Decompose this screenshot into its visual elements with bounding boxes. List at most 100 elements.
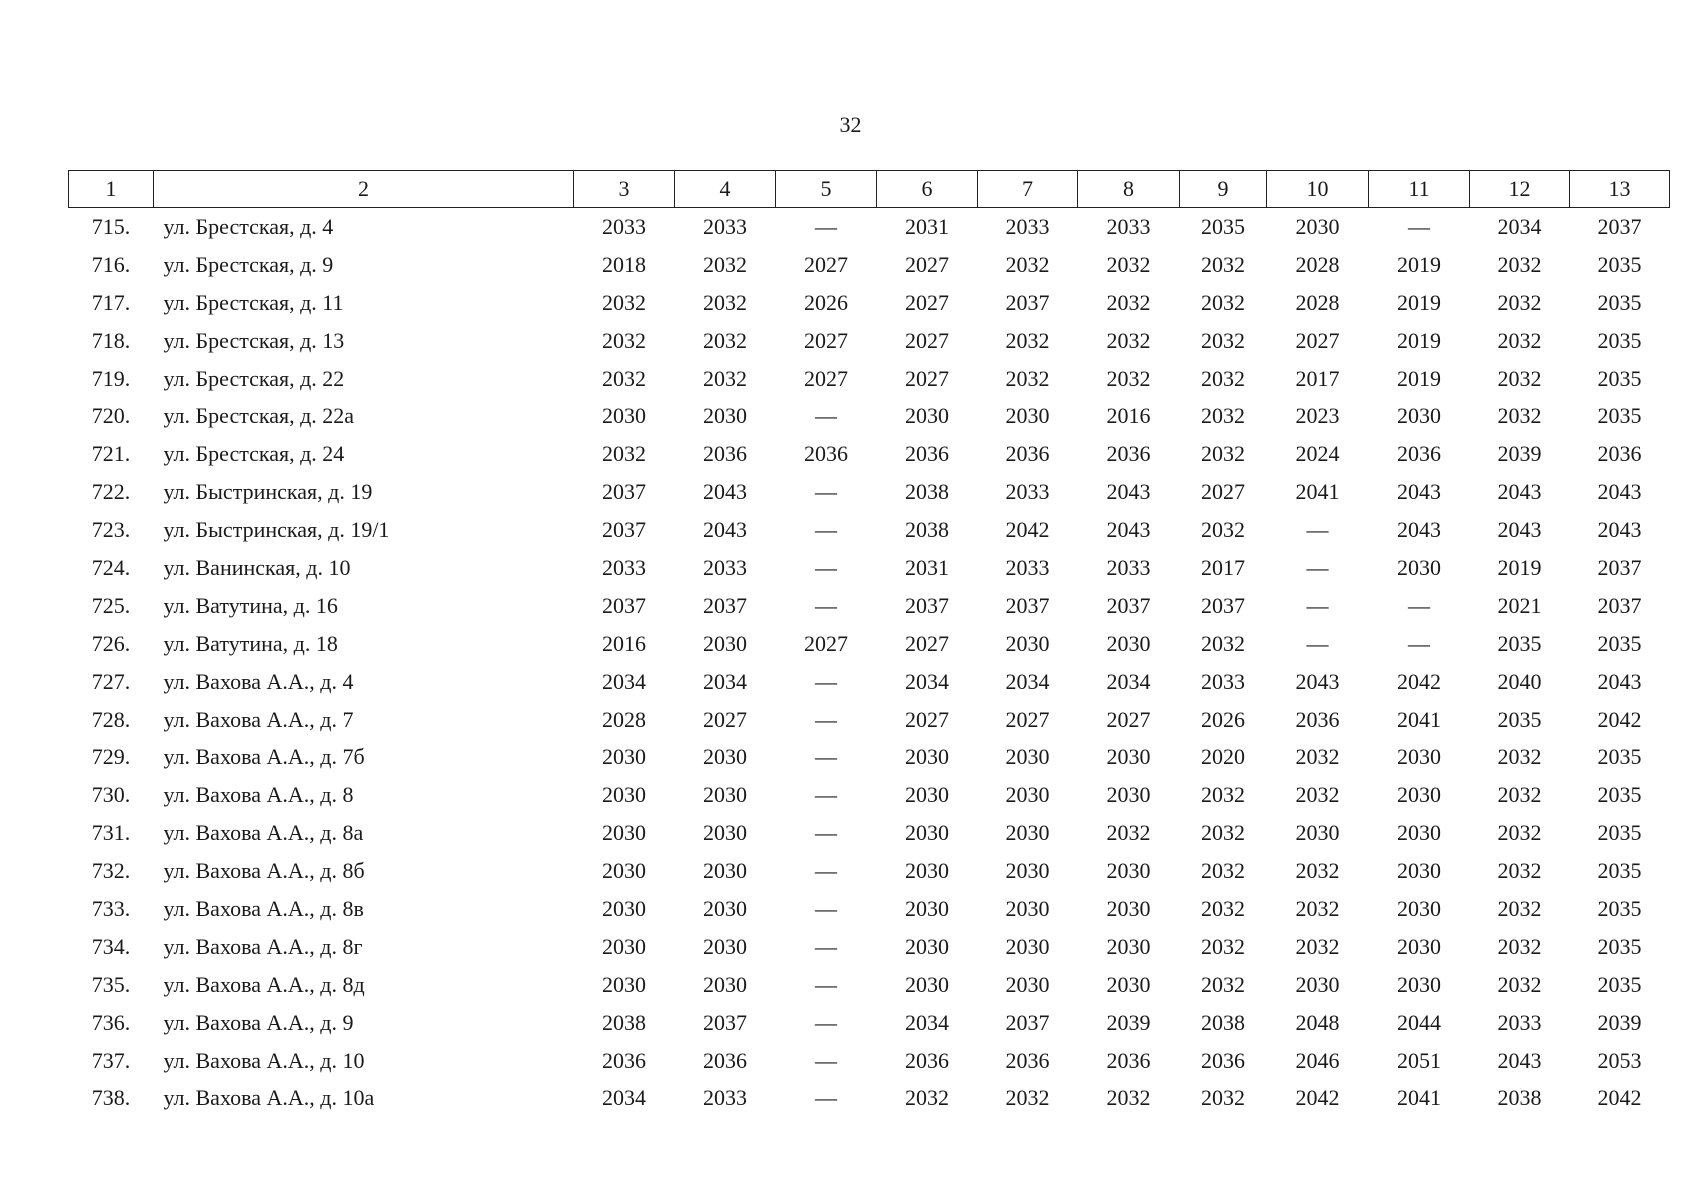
year-cell: 2030 [905, 933, 949, 959]
year-cell: 2035 [1597, 933, 1642, 959]
year-cell: 2035 [1597, 895, 1642, 921]
year-cell: 2037 [602, 479, 646, 505]
year-cell: 2032 [1201, 971, 1245, 997]
year-cell: 2032 [1005, 1085, 1050, 1111]
address-cell: ул. Быстринская, д. 19/1 [163, 517, 390, 543]
year-cell: 2037 [602, 517, 646, 543]
year-cell: 2034 [602, 668, 646, 694]
header-row: 1 2 3 4 5 6 7 8 9 10 11 12 13 [68, 170, 1670, 208]
table-row: 717. ул. Брестская, д. 11 2032 2032 2026 2027… [69, 284, 1670, 322]
year-cell: 2033 [703, 213, 747, 239]
address-cell: ул. Вахова А.А., д. 7 [163, 706, 354, 732]
year-cell: 2035 [1597, 289, 1642, 315]
year-cell: — [815, 1009, 837, 1035]
year-cell: 2034 [1005, 668, 1050, 694]
year-cell: 2027 [804, 630, 848, 656]
year-cell: 2037 [703, 592, 747, 618]
year-cell: — [815, 971, 837, 997]
table-row: 722. ул. Быстринская, д. 19 2037 2043 — 2038 2… [69, 473, 1670, 511]
row-number: 718. [91, 327, 131, 353]
year-cell: 2032 [1005, 327, 1050, 353]
year-cell: 2030 [905, 403, 949, 429]
year-cell: 2043 [1497, 517, 1542, 543]
year-cell: — [1408, 630, 1430, 656]
year-cell: 2030 [1005, 630, 1050, 656]
year-cell: 2035 [1597, 744, 1642, 770]
year-cell: 2038 [602, 1009, 646, 1035]
year-cell: 2033 [1005, 479, 1050, 505]
year-cell: 2037 [1106, 592, 1151, 618]
year-cell: 2032 [1106, 365, 1151, 391]
year-cell: 2030 [1005, 933, 1050, 959]
page-number: 32 [839, 112, 862, 137]
year-cell: 2033 [703, 554, 747, 580]
year-cell: 2053 [1597, 1047, 1642, 1073]
year-cell: — [1306, 630, 1329, 656]
year-cell: 2034 [703, 668, 747, 694]
year-cell: 2032 [1497, 933, 1542, 959]
row-number: 720. [91, 403, 131, 429]
header-cell: 9 [1179, 170, 1267, 208]
year-cell: 2031 [905, 554, 949, 580]
year-cell: 2030 [602, 858, 646, 884]
year-cell: 2032 [1497, 782, 1542, 808]
year-cell: 2042 [1397, 668, 1441, 694]
year-cell: 2035 [1597, 365, 1642, 391]
year-cell: — [815, 858, 837, 884]
year-cell: 2043 [1295, 668, 1340, 694]
table-row: 734. ул. Вахова А.А., д. 8г 2030 2030 — 2030 2… [69, 928, 1670, 966]
year-cell: 2036 [1005, 441, 1050, 467]
year-cell: 2032 [1201, 517, 1245, 543]
year-cell: 2028 [1295, 251, 1340, 277]
address-cell: ул. Быстринская, д. 19 [163, 479, 373, 505]
year-cell: — [1408, 213, 1430, 239]
year-cell: 2034 [905, 1009, 949, 1035]
row-number: 719. [91, 365, 131, 391]
address-cell: ул. Вахова А.А., д. 8 [163, 782, 354, 808]
table-row: 728. ул. Вахова А.А., д. 7 2028 2027 — 2027 20… [69, 701, 1670, 739]
year-cell: 2027 [905, 327, 949, 353]
year-cell: — [815, 782, 837, 808]
year-cell: 2040 [1497, 668, 1542, 694]
year-cell: 2041 [1295, 479, 1340, 505]
year-cell: 2032 [1201, 858, 1245, 884]
year-cell: 2032 [1295, 895, 1340, 921]
address-cell: ул. Вахова А.А., д. 8г [163, 933, 363, 959]
year-cell: 2043 [1106, 479, 1151, 505]
year-cell: 2030 [602, 782, 646, 808]
year-cell: 2030 [1005, 971, 1050, 997]
year-cell: 2028 [1295, 289, 1340, 315]
year-cell: 2032 [1201, 933, 1245, 959]
row-number: 721. [91, 441, 131, 467]
table-row: 724. ул. Ванинская, д. 10 2033 2033 — 2031 203… [69, 549, 1670, 587]
year-cell: 2019 [1497, 554, 1542, 580]
address-cell: ул. Вахова А.А., д. 8д [163, 971, 365, 997]
table-row: 732. ул. Вахова А.А., д. 8б 2030 2030 — 2030 2… [69, 852, 1670, 890]
row-number: 725. [91, 592, 131, 618]
year-cell: — [815, 744, 837, 770]
year-cell: 2030 [905, 895, 949, 921]
year-cell: 2032 [1201, 289, 1245, 315]
table-row: 716. ул. Брестская, д. 9 2018 2032 2027 2027 2… [69, 246, 1670, 284]
header-cell: 2 [153, 170, 574, 208]
year-cell: 2032 [1106, 251, 1151, 277]
year-cell: 2032 [1106, 1085, 1151, 1111]
row-number: 734. [91, 933, 131, 959]
year-cell: 2030 [602, 403, 646, 429]
year-cell: 2035 [1597, 327, 1642, 353]
table-row: 715. ул. Брестская, д. 4 2033 2033 — 2031 2033… [69, 208, 1670, 246]
row-number: 726. [91, 630, 131, 656]
year-cell: — [1306, 592, 1329, 618]
year-cell: 2036 [905, 1047, 949, 1073]
year-cell: 2027 [804, 327, 848, 353]
year-cell: 2032 [1497, 971, 1542, 997]
year-cell: 2030 [703, 630, 747, 656]
year-cell: 2026 [804, 289, 848, 315]
address-cell: ул. Вахова А.А., д. 10 [163, 1047, 365, 1073]
table-row: 737. ул. Вахова А.А., д. 10 2036 2036 — 2036 2… [69, 1042, 1670, 1080]
table-row: 729. ул. Вахова А.А., д. 7б 2030 2030 — 2030 2… [69, 738, 1670, 776]
year-cell: 2032 [1201, 820, 1245, 846]
year-cell: — [815, 895, 837, 921]
year-cell: — [815, 213, 837, 239]
year-cell: 2037 [602, 592, 646, 618]
